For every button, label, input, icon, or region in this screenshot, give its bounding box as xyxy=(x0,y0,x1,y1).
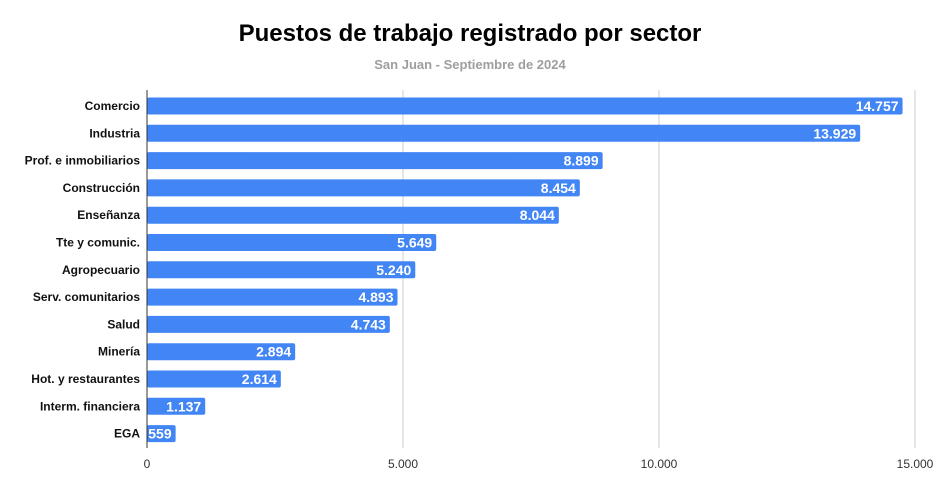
category-label: Construcción xyxy=(63,181,140,195)
category-label: Hot. y restaurantes xyxy=(31,372,140,386)
bar xyxy=(147,206,559,224)
bar xyxy=(147,343,296,361)
data-label: 8.899 xyxy=(564,153,599,169)
bar xyxy=(147,315,390,333)
data-label: 14.757 xyxy=(856,98,899,114)
bar xyxy=(147,97,903,115)
data-label: 2.614 xyxy=(242,371,277,387)
data-label: 1.137 xyxy=(166,398,201,414)
data-label: 2.894 xyxy=(256,344,291,360)
category-label: Comercio xyxy=(85,99,140,113)
x-tick-label: 10.000 xyxy=(641,457,678,471)
category-label: Agropecuario xyxy=(62,263,140,277)
data-label: 5.240 xyxy=(376,262,411,278)
bar xyxy=(147,370,281,388)
x-tick-label: 5.000 xyxy=(388,457,418,471)
bar xyxy=(147,425,176,443)
bar xyxy=(147,234,437,251)
category-label: Serv. comunitarios xyxy=(33,290,140,304)
bar xyxy=(147,288,398,306)
data-label: 5.649 xyxy=(397,235,432,251)
category-label: Enseñanza xyxy=(77,208,140,222)
category-label: Interm. financiera xyxy=(40,399,140,413)
category-label: Prof. e inmobiliarios xyxy=(25,154,141,168)
x-tick-label: 0 xyxy=(144,457,151,471)
category-label: Minería xyxy=(98,345,140,359)
category-label: Salud xyxy=(107,317,140,331)
category-label: Tte y comunic. xyxy=(56,236,140,250)
x-tick-label: 15.000 xyxy=(897,457,934,471)
bar xyxy=(147,152,603,170)
bar xyxy=(147,124,861,142)
data-label: 559 xyxy=(148,426,172,442)
data-label: 8.044 xyxy=(520,207,555,223)
data-label: 4.743 xyxy=(351,316,386,332)
chart-title: Puestos de trabajo registrado por sector xyxy=(238,20,702,47)
category-label: EGA xyxy=(114,427,140,441)
chart-subtitle: San Juan - Septiembre de 2024 xyxy=(374,57,566,72)
data-label: 8.454 xyxy=(541,180,576,196)
bar xyxy=(147,397,206,415)
category-label: Industria xyxy=(89,126,140,140)
bar xyxy=(147,261,416,279)
data-label: 4.893 xyxy=(358,289,393,305)
bar xyxy=(147,179,580,197)
data-label: 13.929 xyxy=(813,125,856,141)
